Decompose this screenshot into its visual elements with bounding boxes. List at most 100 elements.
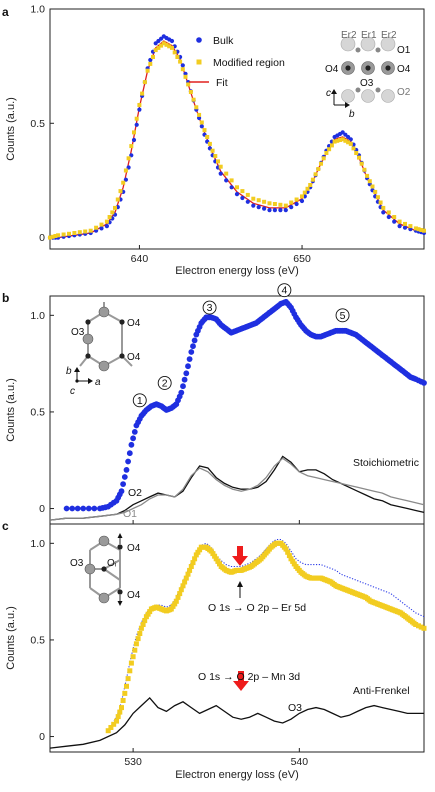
data-point [132,130,136,135]
data-point [375,195,380,200]
label-o1: O1 [397,45,411,56]
data-point [173,598,179,604]
data-point [194,105,199,110]
data-point [240,195,245,201]
label-o3: O3 [360,78,374,89]
data-point [245,199,250,204]
data-point [91,505,98,512]
data-point [125,676,131,682]
label-b-o4-bottom: O4 [127,352,141,363]
label-c-o3: O3 [70,558,84,569]
data-point [422,228,426,233]
peak-marker-label: 4 [281,285,287,297]
data-point [53,234,58,238]
data-point [251,203,256,208]
data-point [124,683,129,689]
atom-oi [101,566,107,572]
data-point [104,219,109,224]
axis-c-dot-icon [75,379,79,383]
atom-er1 [360,36,376,52]
data-point [188,349,195,355]
data-point [299,198,305,204]
data-point [85,505,92,512]
data-point [286,553,292,559]
axis-a-arrowhead-icon [88,378,93,384]
data-point [210,551,216,557]
data-point [178,59,183,64]
series-line-line-gray [49,457,425,521]
bond [103,559,121,570]
atom-o4-right [385,65,391,71]
data-point [128,441,135,448]
panel-b-series [49,298,427,521]
data-point [137,107,142,112]
data-point [185,363,191,370]
data-point [142,80,147,85]
data-point [142,618,148,624]
panel-letter-c: c [2,519,9,533]
label-b-o3: O3 [71,327,85,338]
data-point [108,725,114,730]
label-axis-a: a [95,377,101,388]
legend-bulk-label: Bulk [213,35,234,47]
data-point [302,190,307,195]
data-point [202,128,207,133]
data-point [197,112,202,117]
data-point [80,505,87,512]
data-point [373,189,378,194]
data-point [121,474,128,480]
data-point [397,219,402,224]
data-point [234,192,240,197]
data-point [119,705,124,711]
data-point [386,210,391,215]
x-tick-label: 650 [293,253,311,265]
x-tick-label: 530 [124,756,142,768]
legend-modified-label: Modified region [213,57,285,69]
peak-marker-label: 5 [340,310,346,322]
data-point [180,67,185,72]
atom-o-left-top [85,319,91,325]
atom-mn-top [98,306,110,318]
data-point [294,201,299,207]
data-point [272,202,277,206]
data-point [94,225,99,230]
data-point [134,116,139,121]
data-point [126,156,131,161]
data-point [283,546,289,552]
data-point [332,139,337,144]
displacement-arrowhead-icon [117,601,123,606]
data-point [130,435,137,442]
data-point [421,380,427,386]
label-er-transition: O 1s → O 2p – Er 5d [208,602,306,614]
data-point [178,389,185,396]
data-point [188,564,194,569]
data-point [224,171,229,176]
data-point [272,208,277,213]
label-b-o2: O2 [128,487,142,499]
data-point [338,138,342,142]
data-point [134,122,139,127]
legend-modified-marker [196,59,202,65]
data-point [170,45,174,50]
data-point [186,82,191,87]
data-point [72,231,77,235]
panel-c-xlabel: Electron energy loss (eV) [175,769,299,781]
legend-bulk-marker [196,37,202,43]
data-point [251,196,256,201]
data-point [283,208,288,213]
data-point [413,226,418,231]
data-point [191,97,196,102]
data-point [346,140,351,145]
data-point [151,55,155,59]
data-point [381,210,386,215]
black-arrowhead-icon [237,581,243,587]
data-point [126,450,133,457]
axis-b-arrowhead-icon [74,367,80,372]
data-point [140,622,146,627]
data-point [129,144,134,149]
data-point [77,230,82,235]
data-point [188,90,193,94]
data-point [416,623,421,629]
data-point [145,68,150,73]
data-point [123,467,130,473]
